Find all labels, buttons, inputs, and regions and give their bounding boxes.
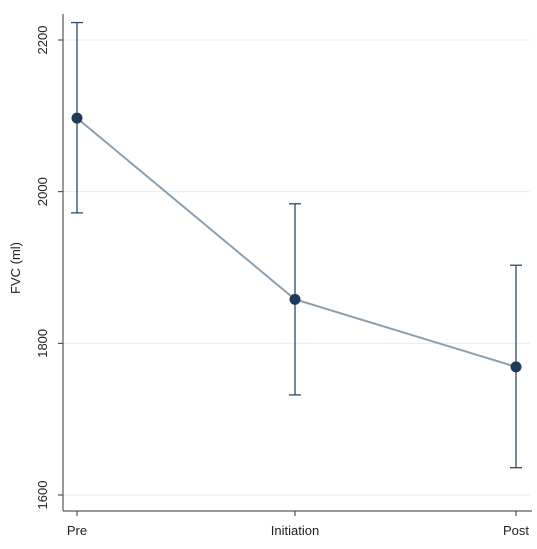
x-tick-label: Pre xyxy=(67,523,87,538)
y-axis-ticks: 1600 1800 2000 2200 xyxy=(35,26,63,510)
y-axis-title: FVC (ml) xyxy=(8,242,23,294)
y-tick-label: 2200 xyxy=(35,26,50,55)
x-tick-label: Post xyxy=(503,523,529,538)
x-axis-ticks: Pre Initiation Post xyxy=(67,511,529,538)
gridlines xyxy=(63,39,530,496)
y-tick-label: 1600 xyxy=(35,481,50,510)
y-tick-label: 1800 xyxy=(35,329,50,358)
data-points xyxy=(71,112,522,373)
data-point xyxy=(289,293,301,305)
x-tick-label: Initiation xyxy=(271,523,319,538)
data-point xyxy=(510,361,522,373)
y-tick-label: 2000 xyxy=(35,177,50,206)
series-line xyxy=(76,117,517,368)
error-bars xyxy=(71,21,522,469)
data-point xyxy=(71,112,83,124)
